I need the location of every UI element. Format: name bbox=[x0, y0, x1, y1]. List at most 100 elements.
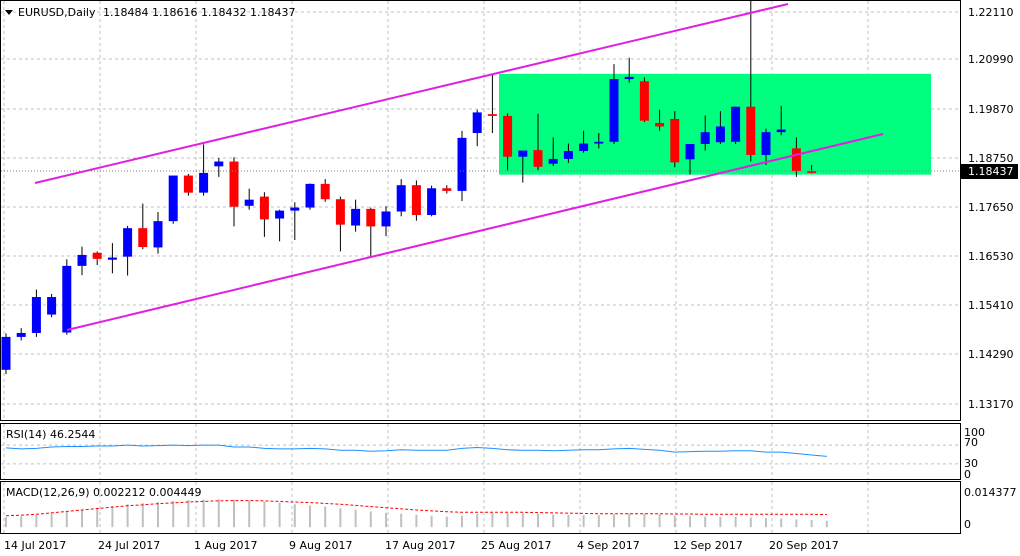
candle-body bbox=[244, 199, 254, 206]
rsi-panel-frame bbox=[0, 423, 961, 480]
candle-body bbox=[639, 81, 649, 121]
rsi-tick: 100 bbox=[964, 426, 985, 439]
candle-body bbox=[31, 297, 41, 333]
candle-body bbox=[533, 150, 543, 167]
candle-body bbox=[168, 175, 178, 222]
candle-body bbox=[153, 221, 163, 248]
candle-body bbox=[107, 257, 117, 260]
candle-body bbox=[791, 148, 801, 172]
candle-body bbox=[548, 158, 558, 164]
time-tick: 12 Sep 2017 bbox=[673, 539, 743, 552]
price-tick: 1.14290 bbox=[968, 348, 1014, 361]
candle-body bbox=[199, 172, 209, 193]
rsi-label: RSI(14) 46.2544 bbox=[6, 428, 95, 441]
current-price-tag bbox=[961, 164, 1018, 179]
candle-body bbox=[214, 161, 224, 167]
candle-body bbox=[670, 118, 680, 163]
macd-tick: 0 bbox=[964, 518, 971, 531]
candle-body bbox=[366, 208, 376, 227]
time-tick: 9 Aug 2017 bbox=[289, 539, 352, 552]
candle-body bbox=[351, 208, 361, 226]
price-tick: 1.13170 bbox=[968, 398, 1014, 411]
range-box-layer bbox=[499, 73, 931, 175]
price-tick: 1.17650 bbox=[968, 201, 1014, 214]
main-panel-frame bbox=[0, 0, 961, 421]
rsi-indicator bbox=[1, 444, 960, 465]
candle-body bbox=[138, 228, 148, 248]
candle-body bbox=[746, 106, 756, 155]
triangle-down-icon[interactable] bbox=[5, 10, 13, 15]
time-tick: 1 Aug 2017 bbox=[194, 539, 257, 552]
candle-body bbox=[715, 126, 725, 143]
price-axis: 1.22110 1.20990 1.19870 1.18750 1.17650 … bbox=[968, 6, 1014, 411]
candle-body bbox=[563, 150, 573, 159]
range-box bbox=[499, 73, 931, 175]
channel-lower-line bbox=[66, 133, 884, 331]
candle-body bbox=[624, 76, 634, 80]
candle-body bbox=[305, 183, 315, 208]
candle-body bbox=[123, 228, 133, 257]
rsi-tick: 30 bbox=[964, 457, 978, 470]
candle-body bbox=[16, 332, 26, 337]
channel-upper-line bbox=[34, 3, 789, 184]
candle-body bbox=[183, 175, 193, 193]
candle-body bbox=[229, 161, 239, 207]
candle-body bbox=[427, 188, 437, 216]
candle-body bbox=[685, 143, 695, 160]
candle-body bbox=[807, 171, 817, 173]
candle-body bbox=[335, 199, 345, 225]
macd-indicator bbox=[5, 499, 828, 528]
ohlc-label: 1.18484 1.18616 1.18432 1.18437 bbox=[103, 6, 295, 19]
macd-signal-line bbox=[5, 500, 827, 517]
candle-body bbox=[411, 185, 421, 216]
candle-body bbox=[761, 132, 771, 155]
candle-body bbox=[579, 143, 589, 151]
candle-body bbox=[487, 114, 497, 116]
time-tick: 25 Aug 2017 bbox=[481, 539, 551, 552]
candle-body bbox=[700, 132, 710, 144]
rsi-line bbox=[5, 444, 827, 457]
candle-body bbox=[776, 129, 786, 133]
candle-body bbox=[518, 150, 528, 157]
price-tick: 1.22110 bbox=[968, 6, 1014, 19]
candles bbox=[1, 0, 817, 375]
candle-body bbox=[731, 106, 741, 142]
candle-body bbox=[457, 137, 467, 191]
time-tick: 4 Sep 2017 bbox=[577, 539, 640, 552]
candle-body bbox=[62, 265, 72, 333]
current-price-label: 1.18437 bbox=[968, 165, 1014, 178]
candle-body bbox=[396, 185, 406, 212]
candle-body bbox=[442, 188, 452, 191]
candle-body bbox=[275, 210, 285, 219]
candle-body bbox=[381, 211, 391, 227]
time-tick: 20 Sep 2017 bbox=[769, 539, 839, 552]
macd-label: MACD(12,26,9) 0.002212 0.004449 bbox=[6, 486, 202, 499]
symbol-label: EURUSD,Daily bbox=[18, 6, 96, 19]
time-tick: 24 Jul 2017 bbox=[98, 539, 160, 552]
time-tick: 14 Jul 2017 bbox=[4, 539, 66, 552]
time-axis: 14 Jul 2017 24 Jul 2017 1 Aug 2017 9 Aug… bbox=[4, 539, 839, 552]
candle-body bbox=[77, 254, 87, 266]
rsi-tick: 70 bbox=[964, 436, 978, 449]
macd-tick: 0.014377 bbox=[964, 486, 1017, 499]
candle-body bbox=[92, 252, 102, 259]
candle-body bbox=[47, 297, 57, 315]
candle-body bbox=[1, 336, 11, 370]
candle-body bbox=[655, 122, 665, 127]
candle-body bbox=[609, 79, 619, 142]
candle-body bbox=[320, 183, 330, 200]
candle-body bbox=[290, 207, 300, 211]
price-tick: 1.16530 bbox=[968, 250, 1014, 263]
price-tick: 1.19870 bbox=[968, 103, 1014, 116]
rsi-tick: 0 bbox=[964, 468, 971, 481]
channel-lines bbox=[1, 3, 960, 331]
candle-body bbox=[472, 112, 482, 134]
candle-body bbox=[594, 141, 604, 144]
price-tick: 1.15410 bbox=[968, 299, 1014, 312]
time-tick: 17 Aug 2017 bbox=[385, 539, 455, 552]
price-tick: 1.20990 bbox=[968, 53, 1014, 66]
price-tick: 1.18750 bbox=[968, 152, 1014, 165]
macd-panel-frame bbox=[0, 481, 961, 534]
candle-body bbox=[503, 115, 513, 157]
